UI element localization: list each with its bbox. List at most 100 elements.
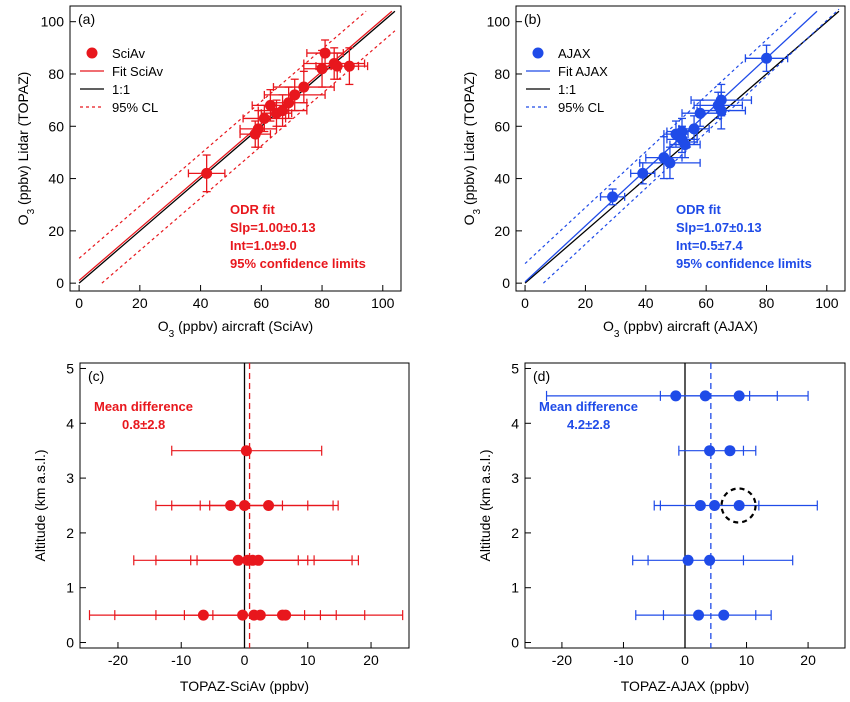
data-point bbox=[694, 500, 706, 511]
x-axis-label: TOPAZ-SciAv (ppbv) bbox=[180, 678, 309, 694]
data-point bbox=[237, 609, 249, 621]
ci-lower-line bbox=[101, 30, 396, 284]
panel-b: 0 20 40 60 80 100 0 20 40 60 80 100 (b) AJAX Fit AJAX 1… bbox=[461, 5, 846, 340]
y-tick-label: 40 bbox=[494, 171, 510, 187]
data-point bbox=[733, 390, 745, 402]
fit-line bbox=[78, 10, 393, 282]
fit-annotation: Slp=1.07±0.13 bbox=[676, 220, 762, 235]
data-point bbox=[699, 390, 711, 402]
panel-label: (d) bbox=[533, 368, 550, 384]
fit-annotation: ODR fit bbox=[676, 202, 721, 217]
x-tick-label: -10 bbox=[171, 652, 191, 668]
x-tick-label: 0 bbox=[241, 652, 249, 668]
ci-upper-line bbox=[524, 10, 798, 264]
y-tick-label: 4 bbox=[511, 415, 519, 431]
y-axis-label: Altitude (km a.s.l.) bbox=[32, 449, 48, 561]
x-tick-label: 10 bbox=[739, 652, 755, 668]
highlight-circle bbox=[720, 487, 757, 524]
x-tick-label: 60 bbox=[698, 295, 714, 311]
y-tick-label: 20 bbox=[48, 223, 64, 239]
data-point bbox=[676, 126, 688, 138]
y-tick-label: 0 bbox=[511, 635, 519, 651]
x-axis-label: TOPAZ-AJAX (ppbv) bbox=[621, 678, 750, 694]
mean-difference-label: Mean difference bbox=[94, 399, 193, 414]
mean-difference-value: 4.2±2.8 bbox=[567, 417, 610, 432]
x-tick-label: 80 bbox=[759, 295, 775, 311]
data-point bbox=[694, 107, 706, 119]
y-tick-label: 0 bbox=[502, 275, 510, 291]
data-point bbox=[679, 139, 691, 151]
data-point bbox=[197, 609, 209, 621]
data-point bbox=[254, 609, 266, 621]
y-tick-label: 20 bbox=[494, 223, 510, 239]
x-axis-label: O3 (ppbv) aircraft (SciAv) bbox=[158, 318, 313, 340]
data-point bbox=[298, 81, 310, 93]
x-tick-label: 20 bbox=[800, 652, 816, 668]
y-tick-label: 5 bbox=[511, 360, 519, 376]
data-point bbox=[693, 609, 705, 621]
legend-marker bbox=[532, 47, 544, 59]
fit-annotation: ODR fit bbox=[230, 202, 275, 217]
panel-d: -20 -10 0 10 20 0 1 2 3 4 5 (d) Mean difference 4.2±2… bbox=[477, 360, 846, 694]
data-point bbox=[316, 63, 328, 75]
y-tick-label: 60 bbox=[48, 118, 64, 134]
data-point bbox=[239, 500, 250, 511]
y-tick-label: 0 bbox=[56, 275, 64, 291]
legend-entry-1to1: 1:1 bbox=[112, 82, 130, 97]
one-to-one-line bbox=[78, 10, 396, 284]
data-point bbox=[704, 445, 716, 457]
data-point bbox=[761, 52, 773, 64]
legend-entry-fit: Fit AJAX bbox=[558, 64, 608, 79]
y-tick-label: 100 bbox=[41, 14, 65, 30]
x-tick-label: -20 bbox=[108, 652, 128, 668]
panel-label: (b) bbox=[524, 11, 541, 27]
ci-lower-line bbox=[542, 8, 840, 284]
legend-entry-data: SciAv bbox=[112, 46, 145, 61]
x-tick-label: 100 bbox=[815, 295, 839, 311]
y-axis-label: O3 (ppbv) Lidar (TOPAZ) bbox=[15, 72, 37, 226]
data-point bbox=[724, 445, 736, 457]
mean-difference-label: Mean difference bbox=[539, 399, 638, 414]
x-tick-label: 40 bbox=[638, 295, 654, 311]
data-point bbox=[607, 191, 619, 203]
plot-frame bbox=[69, 5, 402, 292]
y-tick-label: 40 bbox=[48, 171, 64, 187]
data-point bbox=[232, 554, 244, 566]
x-tick-label: 100 bbox=[371, 295, 395, 311]
data-point bbox=[343, 60, 355, 72]
data-point bbox=[263, 500, 275, 511]
data-point bbox=[289, 89, 301, 101]
x-tick-label: 20 bbox=[363, 652, 379, 668]
y-tick-label: 1 bbox=[511, 580, 519, 596]
data-point bbox=[283, 97, 295, 109]
legend-entry-fit: Fit SciAv bbox=[112, 64, 164, 79]
data-point bbox=[688, 123, 700, 135]
panel-label: (a) bbox=[78, 11, 95, 27]
y-tick-label: 3 bbox=[66, 470, 74, 486]
data-point bbox=[331, 60, 343, 72]
panel-a: 0 20 40 60 80 100 0 20 40 60 80 100 (a) SciAv Fit SciA… bbox=[15, 5, 402, 340]
y-tick-label: 3 bbox=[511, 470, 519, 486]
data-point bbox=[718, 609, 730, 621]
data-point bbox=[319, 47, 331, 59]
fit-annotation: Int=0.5±7.4 bbox=[676, 238, 744, 253]
legend-entry-ci: 95% CL bbox=[112, 100, 158, 115]
legend-entry-ci: 95% CL bbox=[558, 100, 604, 115]
y-tick-label: 80 bbox=[48, 66, 64, 82]
y-axis-label: Altitude (km a.s.l.) bbox=[477, 449, 493, 561]
x-tick-label: 20 bbox=[578, 295, 594, 311]
legend-entry-1to1: 1:1 bbox=[558, 82, 576, 97]
data-point bbox=[709, 500, 721, 511]
data-point bbox=[258, 112, 270, 124]
x-tick-label: 60 bbox=[254, 295, 270, 311]
fit-annotation: Int=1.0±9.0 bbox=[230, 238, 297, 253]
data-point bbox=[670, 390, 682, 402]
mean-difference-value: 0.8±2.8 bbox=[122, 417, 165, 432]
y-tick-label: 1 bbox=[66, 580, 74, 596]
data-point bbox=[715, 105, 727, 117]
y-tick-label: 60 bbox=[494, 118, 510, 134]
x-tick-label: 40 bbox=[193, 295, 209, 311]
data-point bbox=[252, 123, 264, 135]
legend-entry-data: AJAX bbox=[558, 46, 591, 61]
x-tick-label: 0 bbox=[75, 295, 83, 311]
